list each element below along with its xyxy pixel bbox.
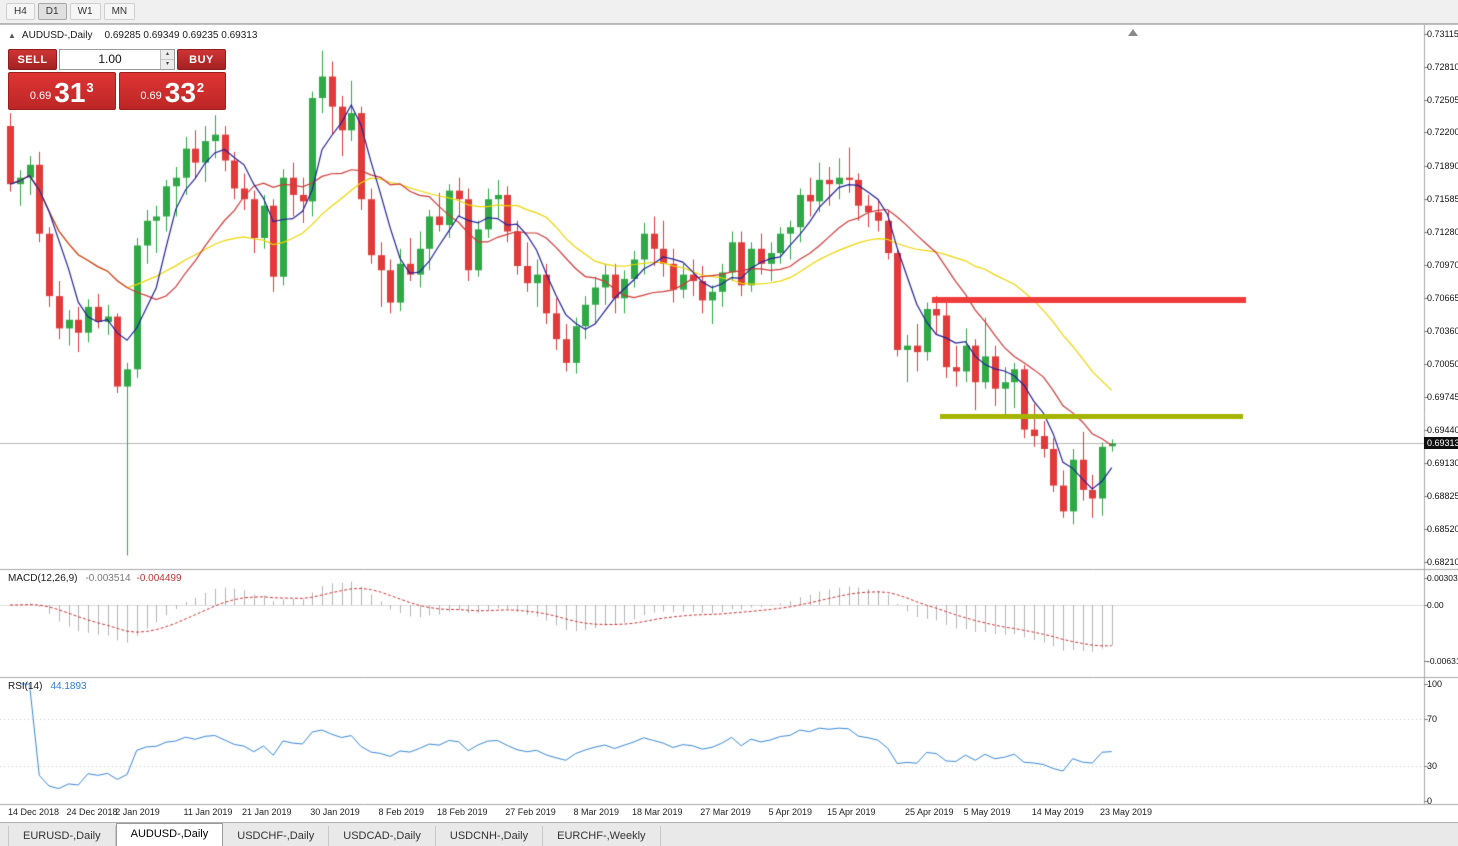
- timeframe-button-h4[interactable]: H4: [6, 3, 35, 20]
- buy-price-big-digits: 33: [164, 77, 196, 108]
- buy-price-pip-digit: 2: [196, 80, 205, 95]
- timeframe-button-w1[interactable]: W1: [69, 3, 101, 20]
- volume-spinner: ▴ ▾: [160, 50, 174, 69]
- date-axis-label: 5 Apr 2019: [768, 807, 813, 817]
- price-axis-label: 0.73115: [1427, 29, 1458, 39]
- date-axis-label: 5 May 2019: [963, 807, 1011, 817]
- buy-price-display[interactable]: 0.69 33 2: [118, 72, 226, 110]
- chart-symbol-title: AUDUSD-,Daily: [21, 30, 93, 41]
- date-axis-label: 14 Dec 2018: [8, 807, 60, 817]
- rsi-axis-label: 30: [1427, 760, 1438, 771]
- price-axis-label: 0.70050: [1427, 358, 1458, 369]
- chart-tab-usdcnh-daily[interactable]: USDCNH-,Daily: [436, 826, 544, 846]
- price-axis-label: 0.70970: [1427, 259, 1458, 270]
- date-axis-label: 25 Apr 2019: [905, 807, 954, 817]
- price-axis-label: 0.70360: [1427, 325, 1458, 336]
- volume-value[interactable]: 1.00: [98, 52, 122, 66]
- sell-price-big-digits: 31: [54, 77, 86, 108]
- one-click-trading-panel: SELL 1.00 ▴ ▾ BUY 0.69 31 3 0.69 33 2: [8, 49, 226, 110]
- trade-controls-row: SELL 1.00 ▴ ▾ BUY: [8, 49, 226, 70]
- volume-field[interactable]: 1.00 ▴ ▾: [59, 49, 175, 70]
- sell-price-display[interactable]: 0.69 31 3: [8, 72, 116, 110]
- volume-increase-button[interactable]: ▴: [161, 50, 174, 60]
- date-axis-label: 14 May 2019: [1031, 807, 1084, 817]
- chart-tab-audusd-daily[interactable]: AUDUSD-,Daily: [115, 823, 224, 846]
- price-axis-label: 0.68210: [1427, 557, 1458, 567]
- macd-axis-label: 0.00: [1427, 600, 1444, 610]
- chart-shift-marker-icon[interactable]: [1128, 29, 1138, 36]
- volume-decrease-button[interactable]: ▾: [161, 60, 174, 69]
- chart-tab-usdcad-daily[interactable]: USDCAD-,Daily: [329, 826, 436, 846]
- timeframe-toolbar: H4 D1 W1 MN: [0, 0, 1458, 24]
- macd-indicator-label: MACD(12,26,9) -0.003514 -0.004499: [8, 573, 182, 584]
- price-axis-label: 0.71280: [1427, 226, 1458, 237]
- macd-axis-label: 0.00303: [1427, 573, 1458, 584]
- date-axis-label: 24 Dec 2018: [66, 807, 118, 817]
- date-axis-label: 23 May 2019: [1100, 807, 1153, 817]
- sell-button[interactable]: SELL: [8, 49, 57, 70]
- date-axis-label: 15 Apr 2019: [827, 807, 876, 817]
- date-axis-label: 2 Jan 2019: [115, 807, 160, 817]
- chart-tab-bar: EURUSD-,Daily AUDUSD-,Daily USDCHF-,Daily U…: [0, 822, 1458, 846]
- rsi-indicator-label: RSI(14) 44.1893: [8, 681, 87, 692]
- chart-tab-eurusd-daily[interactable]: EURUSD-,Daily: [8, 826, 116, 846]
- price-axis-label: 0.70665: [1427, 292, 1458, 303]
- rsi-axis-label: 0: [1427, 796, 1433, 806]
- price-chart-canvas[interactable]: [0, 25, 1458, 821]
- chart-tab-usdchf-daily[interactable]: USDCHF-,Daily: [223, 826, 330, 846]
- date-axis-label: 18 Mar 2019: [632, 807, 683, 817]
- date-axis-label: 30 Jan 2019: [310, 807, 360, 817]
- rsi-name: RSI(14): [8, 681, 43, 692]
- price-axis-label: 0.71890: [1427, 160, 1458, 171]
- date-axis-label: 8 Feb 2019: [378, 807, 425, 817]
- price-axis-label: 0.72200: [1427, 127, 1458, 138]
- timeframe-button-d1[interactable]: D1: [37, 3, 67, 20]
- sell-price-prefix: 0.69: [29, 90, 52, 102]
- price-axis-label: 0.68520: [1427, 523, 1458, 534]
- sell-price-pip-digit: 3: [86, 80, 94, 95]
- macd-main-value: -0.003514: [85, 573, 131, 584]
- chart-tab-eurchf-weekly[interactable]: EURCHF-,Weekly: [543, 826, 661, 846]
- bid-price-tag: 0.69313: [1424, 437, 1458, 450]
- one-click-toggle-icon[interactable]: ▲: [8, 31, 16, 40]
- chart-title-row: ▲ AUDUSD-,Daily 0.69285 0.69349 0.69235 0.…: [8, 30, 257, 41]
- date-axis-label: 8 Mar 2019: [573, 807, 620, 817]
- chart-ohlc-values: 0.69285 0.69349 0.69235 0.69313: [104, 30, 258, 41]
- date-axis-label: 18 Feb 2019: [437, 807, 488, 817]
- trade-quotes-row: 0.69 31 3 0.69 33 2: [8, 72, 226, 110]
- chart-window: ▲ AUDUSD-,Daily 0.69285 0.69349 0.69235 0.…: [0, 24, 1458, 822]
- price-axis-label: 0.69440: [1427, 424, 1458, 435]
- rsi-value: 44.1893: [50, 681, 87, 692]
- macd-signal-value: -0.004499: [136, 573, 182, 584]
- price-axis-label: 0.69130: [1427, 457, 1458, 468]
- date-axis-label: 27 Feb 2019: [505, 807, 556, 817]
- timeframe-button-mn[interactable]: MN: [103, 3, 136, 20]
- date-axis-label: 21 Jan 2019: [242, 807, 292, 817]
- date-axis-label: 27 Mar 2019: [700, 807, 751, 817]
- price-axis-label: 0.72505: [1427, 94, 1458, 105]
- date-axis-label: 11 Jan 2019: [183, 807, 233, 817]
- price-axis-label: 0.72810: [1427, 61, 1458, 72]
- price-axis-label: 0.71585: [1427, 193, 1458, 204]
- rsi-axis-label: 70: [1427, 714, 1438, 725]
- price-axis-label: 0.69745: [1427, 391, 1458, 402]
- macd-axis-label: -0.00631: [1427, 656, 1458, 667]
- rsi-axis-label: 100: [1427, 679, 1443, 689]
- price-axis-label: 0.68825: [1427, 490, 1458, 501]
- buy-price-prefix: 0.69: [140, 90, 162, 102]
- buy-button[interactable]: BUY: [177, 49, 226, 70]
- macd-name: MACD(12,26,9): [8, 573, 78, 584]
